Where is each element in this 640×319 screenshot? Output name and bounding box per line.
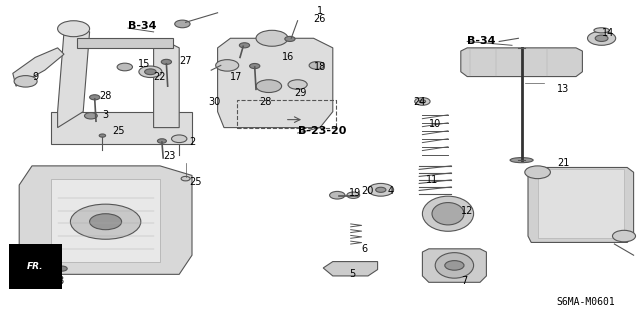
Text: 11: 11 [426, 175, 438, 185]
Polygon shape [19, 166, 192, 274]
Circle shape [14, 76, 37, 87]
Circle shape [330, 191, 345, 199]
Circle shape [175, 20, 190, 28]
Text: FR.: FR. [27, 262, 44, 271]
Text: 20: 20 [362, 186, 374, 197]
Circle shape [376, 187, 386, 192]
Text: 28: 28 [99, 91, 111, 101]
Ellipse shape [432, 203, 464, 225]
Polygon shape [51, 179, 160, 262]
Text: 9: 9 [32, 71, 38, 82]
Text: 27: 27 [179, 56, 192, 66]
Polygon shape [538, 169, 624, 238]
Polygon shape [154, 41, 179, 128]
Text: 6: 6 [362, 244, 368, 254]
Circle shape [58, 21, 90, 37]
Text: 4: 4 [387, 186, 394, 197]
Circle shape [57, 266, 67, 271]
Circle shape [181, 176, 190, 181]
Text: 3: 3 [102, 110, 109, 120]
Text: 10: 10 [429, 119, 441, 130]
Text: 16: 16 [282, 52, 294, 63]
Circle shape [90, 214, 122, 230]
Text: 25: 25 [112, 126, 125, 136]
Text: 12: 12 [461, 205, 473, 216]
Text: 8: 8 [58, 276, 64, 286]
Text: 23: 23 [163, 151, 175, 161]
Text: 19: 19 [349, 188, 361, 198]
Circle shape [239, 43, 250, 48]
Circle shape [139, 66, 162, 78]
Text: 25: 25 [189, 177, 202, 187]
Ellipse shape [422, 196, 474, 231]
Circle shape [288, 80, 307, 89]
Circle shape [256, 30, 288, 46]
Text: 15: 15 [138, 59, 150, 69]
Ellipse shape [435, 253, 474, 278]
Circle shape [612, 230, 636, 242]
Circle shape [368, 183, 394, 196]
Text: 26: 26 [314, 14, 326, 24]
Polygon shape [13, 48, 64, 86]
Circle shape [595, 35, 608, 41]
Circle shape [525, 166, 550, 179]
Text: B-34: B-34 [467, 36, 496, 47]
Circle shape [161, 59, 172, 64]
Polygon shape [77, 38, 173, 48]
Circle shape [445, 261, 464, 270]
Circle shape [172, 135, 187, 143]
Text: B-34: B-34 [128, 20, 157, 31]
Text: 13: 13 [557, 84, 569, 94]
Polygon shape [323, 262, 378, 276]
Polygon shape [422, 249, 486, 282]
Circle shape [99, 134, 106, 137]
Text: 22: 22 [154, 71, 166, 82]
Polygon shape [461, 48, 582, 77]
Circle shape [309, 62, 324, 69]
Circle shape [216, 60, 239, 71]
Circle shape [70, 204, 141, 239]
Polygon shape [528, 167, 634, 242]
Bar [237, 100, 336, 128]
Circle shape [84, 113, 97, 119]
Text: 7: 7 [461, 276, 467, 286]
Polygon shape [218, 38, 333, 128]
Ellipse shape [510, 158, 533, 163]
Polygon shape [58, 26, 90, 128]
Polygon shape [51, 112, 192, 144]
Text: 28: 28 [259, 97, 271, 107]
Circle shape [117, 63, 132, 71]
Circle shape [415, 98, 430, 105]
Text: 17: 17 [230, 71, 243, 82]
Circle shape [285, 36, 295, 41]
Text: 18: 18 [314, 62, 326, 72]
Circle shape [419, 100, 426, 103]
Text: 1: 1 [317, 6, 323, 16]
Circle shape [157, 139, 166, 143]
Circle shape [347, 192, 360, 198]
Text: 30: 30 [208, 97, 220, 107]
Text: 14: 14 [602, 28, 614, 39]
Circle shape [250, 63, 260, 69]
Ellipse shape [594, 28, 609, 33]
Text: S6MA-M0601: S6MA-M0601 [557, 297, 616, 307]
Text: 21: 21 [557, 158, 569, 168]
Circle shape [256, 80, 282, 93]
Circle shape [90, 95, 100, 100]
Text: 2: 2 [189, 137, 195, 147]
Circle shape [145, 69, 156, 75]
Circle shape [588, 31, 616, 45]
Text: 24: 24 [413, 97, 425, 107]
Text: 5: 5 [349, 269, 355, 279]
Text: B-23-20: B-23-20 [298, 126, 346, 136]
Text: 29: 29 [294, 87, 307, 98]
